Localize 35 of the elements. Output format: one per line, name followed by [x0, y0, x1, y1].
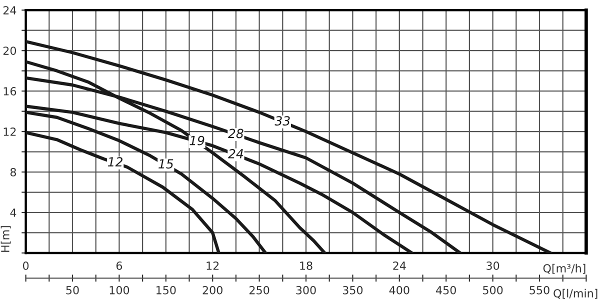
line-series [26, 40, 552, 253]
line-series [26, 110, 268, 253]
y-axis-title: H[m] [0, 226, 11, 252]
x2-tick-label: 150 [156, 286, 176, 294]
series-label: 15 [158, 159, 174, 169]
x-axis-title: Q[m³/h] [543, 264, 586, 274]
y-tick-label: 24 [3, 6, 16, 14]
x-tick-label: 18 [300, 262, 312, 270]
x-tick-label: 24 [393, 262, 406, 270]
x2-tick-label: 50 [66, 286, 79, 294]
y-tick-label: 20 [3, 46, 16, 55]
x2-tick-label: 250 [250, 286, 270, 294]
series-label: 19 [190, 136, 204, 146]
y-tick-label: 4 [10, 208, 16, 217]
x-tick-label: 6 [116, 262, 122, 270]
y-tick-label: 12 [4, 128, 16, 136]
x2-tick-label: 450 [436, 286, 456, 294]
series-label: 12 [108, 157, 122, 166]
x-tick-label: 0 [23, 262, 29, 270]
series-label: 28 [228, 128, 244, 138]
x2-axis-title: Q[l/min] [554, 288, 598, 299]
x2-tick-label: 400 [389, 286, 410, 294]
series-label: 33 [274, 116, 290, 126]
x-tick-label: 12 [206, 262, 219, 270]
series-label: 24 [228, 148, 244, 158]
x2-tick-label: 500 [483, 286, 503, 294]
y-tick-label: 16 [4, 87, 16, 96]
x2-tick-label: 200 [202, 286, 222, 294]
x2-tick-label: 550 [530, 286, 550, 294]
x2-tick-label: 350 [342, 286, 363, 294]
y-tick-label: 8 [10, 168, 16, 176]
line-series [26, 130, 220, 253]
x-tick-label: 30 [486, 262, 500, 270]
x2-tick-label: 100 [110, 286, 130, 294]
x2-tick-label: 300 [296, 286, 316, 294]
